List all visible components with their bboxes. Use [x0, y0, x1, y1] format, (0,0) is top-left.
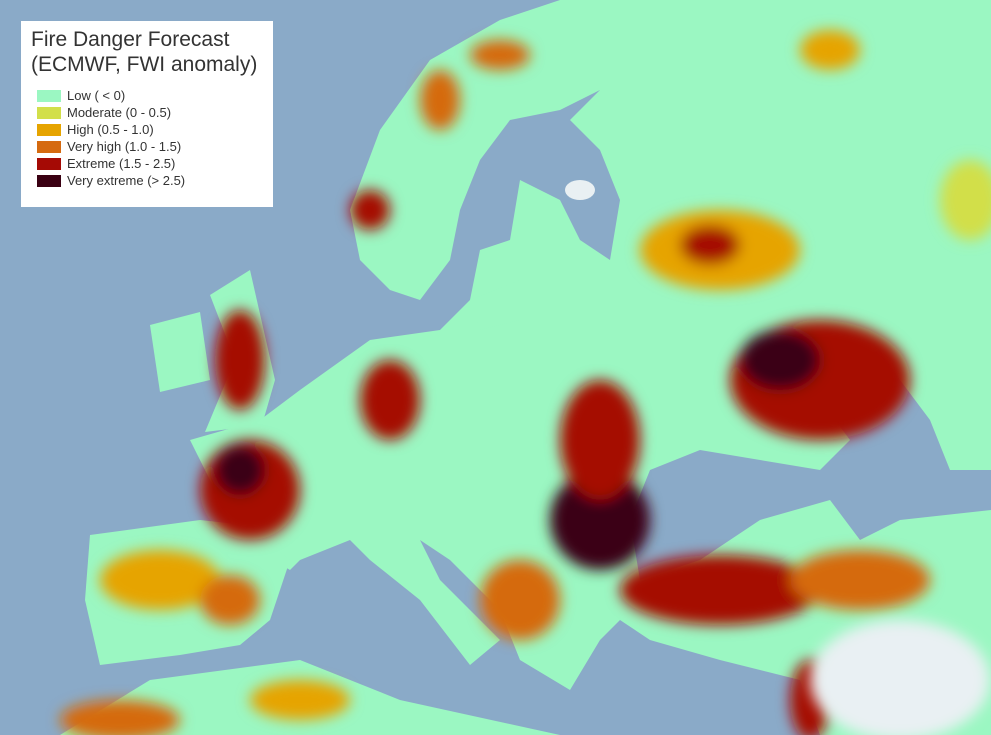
legend-title: Fire Danger Forecast [31, 28, 230, 51]
legend-swatch [37, 174, 61, 187]
legend-label: Very high (1.0 - 1.5) [67, 139, 182, 154]
legend-swatch [37, 89, 61, 102]
legend-swatch [37, 106, 61, 119]
legend-items: Low ( < 0) Moderate (0 - 0.5) High (0.5 - … [31, 87, 263, 189]
legend-item: Very extreme (> 2.5) [37, 172, 263, 189]
legend-label: Low ( < 0) [67, 88, 126, 103]
legend-subtitle: (ECMWF, FWI anomaly) [31, 53, 258, 76]
legend-swatch [37, 123, 61, 136]
no-data-area [810, 620, 990, 735]
legend-item: Low ( < 0) [37, 87, 263, 104]
legend-swatch [37, 157, 61, 170]
no-data-area [565, 180, 595, 200]
legend-label: Very extreme (> 2.5) [67, 173, 186, 188]
fire-danger-areas [60, 30, 991, 735]
legend-swatch [37, 140, 61, 153]
legend-item: Moderate (0 - 0.5) [37, 104, 263, 121]
legend-item: Very high (1.0 - 1.5) [37, 138, 263, 155]
legend: Fire Danger Forecast (ECMWF, FWI anomaly… [21, 21, 273, 207]
legend-label: Moderate (0 - 0.5) [67, 105, 172, 120]
legend-item: Extreme (1.5 - 2.5) [37, 155, 263, 172]
legend-item: High (0.5 - 1.0) [37, 121, 263, 138]
legend-label: High (0.5 - 1.0) [67, 122, 154, 137]
legend-label: Extreme (1.5 - 2.5) [67, 156, 176, 171]
